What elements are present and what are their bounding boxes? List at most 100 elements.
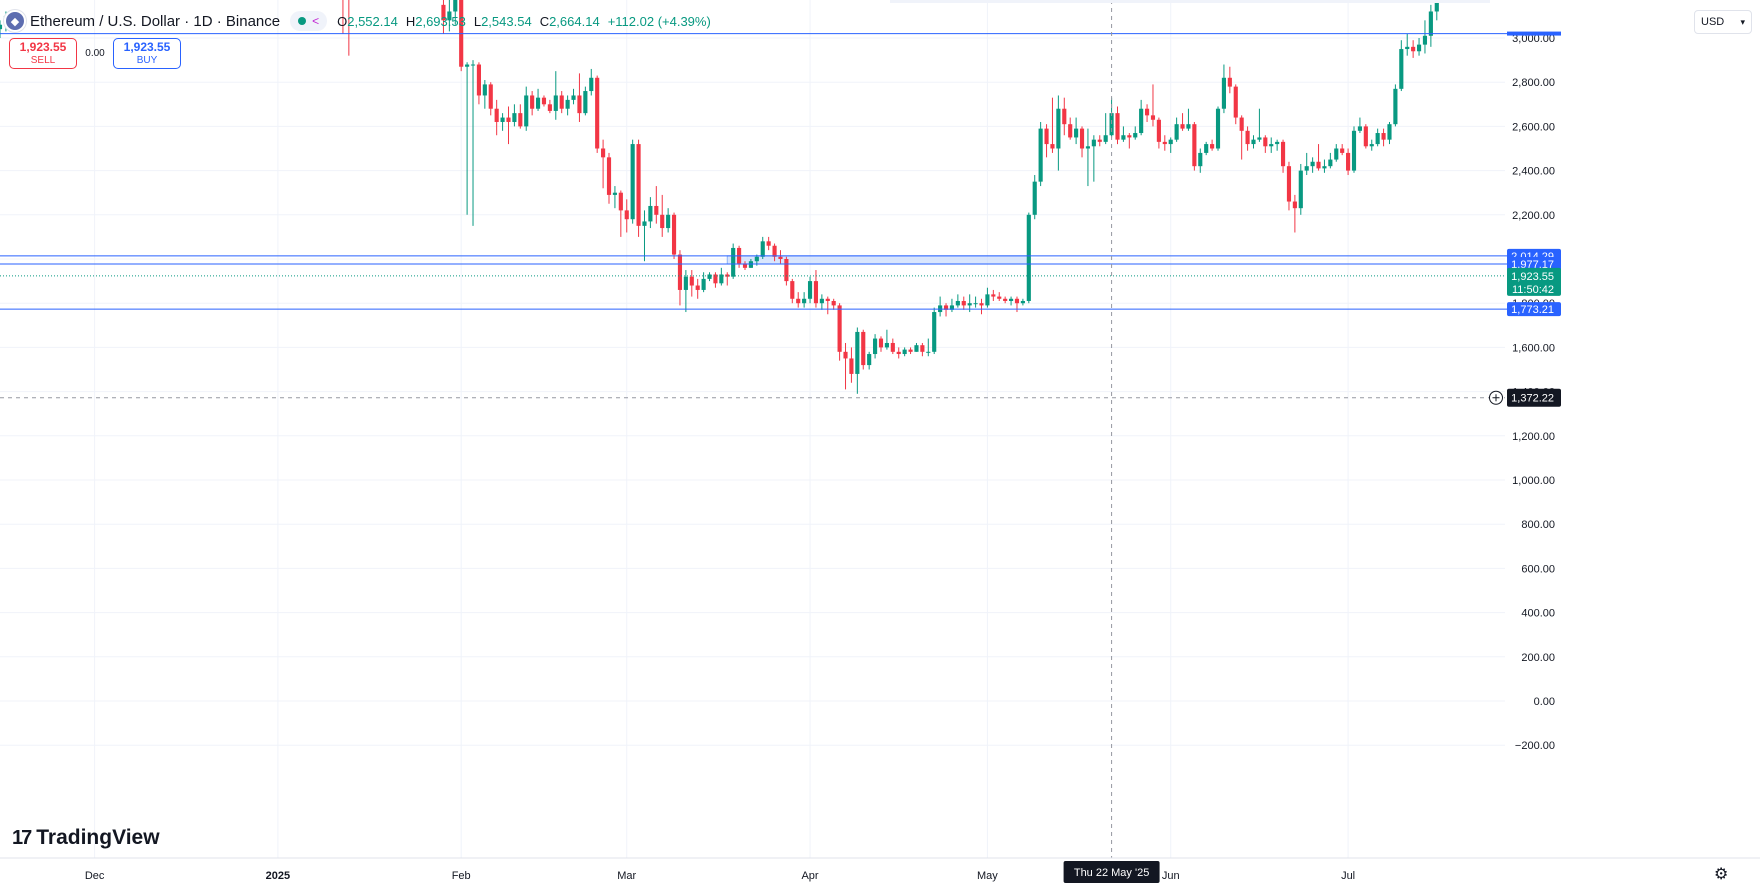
candle-body bbox=[671, 214, 677, 255]
candle-body bbox=[1316, 161, 1321, 169]
candle-body bbox=[553, 95, 558, 111]
candle-body bbox=[1210, 144, 1215, 149]
candle-body bbox=[1434, 0, 1439, 12]
candle-body bbox=[1269, 144, 1274, 147]
candle-body bbox=[701, 278, 706, 290]
candle-body bbox=[524, 95, 529, 127]
candle-body bbox=[1346, 152, 1351, 171]
candle bbox=[991, 289, 996, 301]
x-tick-label: Jun bbox=[1162, 870, 1180, 882]
candle bbox=[583, 86, 588, 116]
candle-body bbox=[1144, 108, 1150, 116]
candle-body bbox=[1369, 144, 1374, 147]
candle-body bbox=[648, 205, 653, 222]
price-axis[interactable]: 3,000.00 2,800.00 2,600.00 2,400.00 2,200.00… bbox=[0, 33, 1760, 859]
candle bbox=[1381, 128, 1386, 147]
candle bbox=[441, 0, 446, 34]
candle bbox=[1038, 121, 1043, 187]
candle bbox=[1079, 126, 1085, 158]
candle-body bbox=[1375, 133, 1380, 145]
candle bbox=[348, 0, 350, 56]
candle-body bbox=[1097, 139, 1102, 142]
add-alert-icon[interactable] bbox=[1489, 390, 1503, 405]
candle bbox=[1121, 126, 1126, 142]
candle bbox=[949, 298, 955, 313]
candle-body bbox=[807, 281, 813, 299]
candle bbox=[695, 278, 700, 299]
candle-body bbox=[760, 241, 765, 257]
candle-body bbox=[1357, 126, 1362, 131]
candle bbox=[1239, 115, 1244, 160]
candle bbox=[1227, 66, 1232, 94]
candle bbox=[1434, 0, 1439, 21]
candle bbox=[932, 307, 937, 355]
candle bbox=[1186, 108, 1191, 131]
candle-body bbox=[1044, 128, 1049, 145]
candle bbox=[819, 294, 824, 310]
candle bbox=[796, 292, 801, 308]
candle bbox=[1405, 33, 1410, 56]
candle bbox=[701, 272, 706, 293]
top-panel-edge bbox=[890, 0, 1490, 3]
candle-body bbox=[683, 276, 688, 290]
candle-body bbox=[1239, 117, 1244, 131]
candle bbox=[1245, 126, 1250, 151]
share-icon[interactable]: < bbox=[312, 14, 320, 28]
candle bbox=[807, 276, 813, 304]
candle-body bbox=[843, 351, 848, 359]
candle bbox=[1292, 194, 1297, 233]
candle bbox=[1428, 4, 1433, 47]
y-tick-label: 600.00 bbox=[1521, 563, 1555, 575]
sell-button[interactable]: 1,923.55 SELL bbox=[9, 38, 77, 69]
buy-label: BUY bbox=[136, 54, 158, 66]
candle bbox=[453, 0, 458, 25]
gear-icon[interactable]: ⚙ bbox=[1714, 866, 1729, 883]
candle-body bbox=[873, 338, 878, 355]
candle bbox=[725, 272, 730, 286]
candle-body bbox=[1056, 108, 1061, 149]
candle-body bbox=[606, 157, 612, 195]
candle bbox=[884, 329, 889, 350]
candle bbox=[1044, 124, 1049, 158]
candle-body bbox=[1263, 137, 1268, 147]
symbol-title[interactable]: Ethereum / U.S. Dollar · 1D · Binance bbox=[30, 12, 281, 30]
x-tick-label: Feb bbox=[452, 870, 471, 882]
candle-body bbox=[541, 97, 547, 105]
time-axis[interactable]: Dec 2025 Feb Mar Apr May Jun Jul bbox=[85, 870, 1355, 882]
candle-body bbox=[926, 351, 931, 353]
candle-body bbox=[1026, 214, 1031, 301]
candle-body bbox=[1363, 126, 1368, 147]
candle-body bbox=[1156, 119, 1161, 142]
buy-button[interactable]: 1,923.55 BUY bbox=[113, 38, 181, 69]
candle-body bbox=[512, 113, 517, 122]
candle bbox=[1156, 117, 1161, 149]
candle-body bbox=[636, 144, 641, 226]
candle bbox=[1085, 128, 1091, 187]
candle-body bbox=[1233, 86, 1238, 118]
candle bbox=[618, 190, 623, 237]
candle bbox=[1144, 104, 1150, 122]
tradingview-logo[interactable]: 17 TradingView bbox=[12, 826, 160, 850]
candle bbox=[1032, 175, 1037, 220]
candle-body bbox=[1399, 49, 1404, 89]
candle bbox=[518, 104, 523, 129]
x-tick-label: May bbox=[977, 870, 998, 882]
candle-body bbox=[677, 254, 683, 290]
market-status[interactable]: < bbox=[290, 11, 328, 31]
candle-body bbox=[1204, 144, 1209, 153]
candle-body bbox=[831, 300, 836, 306]
candle-body bbox=[1139, 108, 1144, 134]
candle bbox=[831, 298, 836, 310]
candle-body bbox=[1351, 130, 1357, 171]
candle bbox=[630, 139, 635, 224]
candle-body bbox=[1150, 115, 1156, 120]
candle-body bbox=[530, 95, 535, 109]
candle bbox=[1009, 296, 1014, 306]
candle-body bbox=[1198, 152, 1203, 167]
currency-selector[interactable]: USD ▾ bbox=[1694, 10, 1752, 34]
x-tick-label: Apr bbox=[801, 870, 818, 882]
last-price-text: 1,923.55 bbox=[1511, 271, 1554, 283]
candle-body bbox=[1079, 128, 1085, 149]
candle-body bbox=[1405, 46, 1410, 50]
